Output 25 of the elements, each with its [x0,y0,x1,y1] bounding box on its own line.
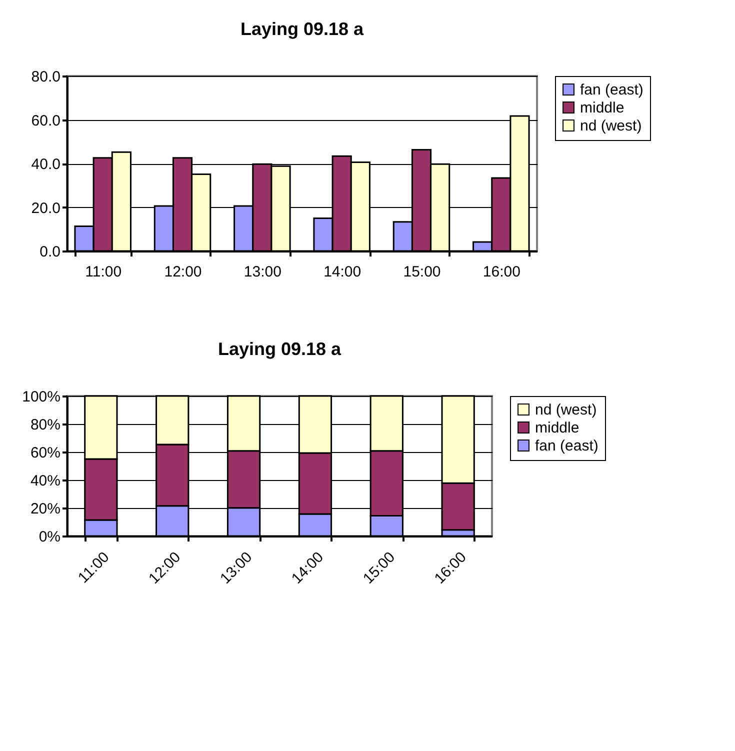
legend-label: fan (east) [580,82,644,98]
legend-label: middle [535,420,580,436]
y-tick-label: 40% [30,472,60,490]
x-tick-label: 13:00 [244,264,282,280]
x-tick-label: 14:00 [324,264,362,280]
chart-title: Laying 09.18 a [240,19,365,39]
x-tick-label: 16:00 [482,264,520,280]
legend-label: fan (east) [535,438,598,454]
legend-label: middle [580,100,624,116]
y-tick-label: 0% [38,528,60,546]
x-tick-label: 11:00 [85,264,122,280]
y-tick-label: 100% [22,388,60,406]
y-tick-label: 80% [30,416,60,434]
y-tick-label: 40.0 [31,156,60,173]
y-tick-label: 20% [30,500,60,518]
y-tick-label: 60% [30,444,60,462]
y-tick-label: 80.0 [31,68,60,86]
legend-label: nd (west) [535,402,597,418]
y-tick-label: 20.0 [31,200,60,217]
y-tick-label: 0.0 [40,244,60,260]
y-tick-label: 60.0 [31,112,60,130]
legend-label: nd (west) [580,118,642,134]
x-tick-label: 15:00 [403,264,441,280]
x-tick-label: 12:00 [164,264,202,280]
chart-title: Laying 09.18 a [218,339,342,359]
